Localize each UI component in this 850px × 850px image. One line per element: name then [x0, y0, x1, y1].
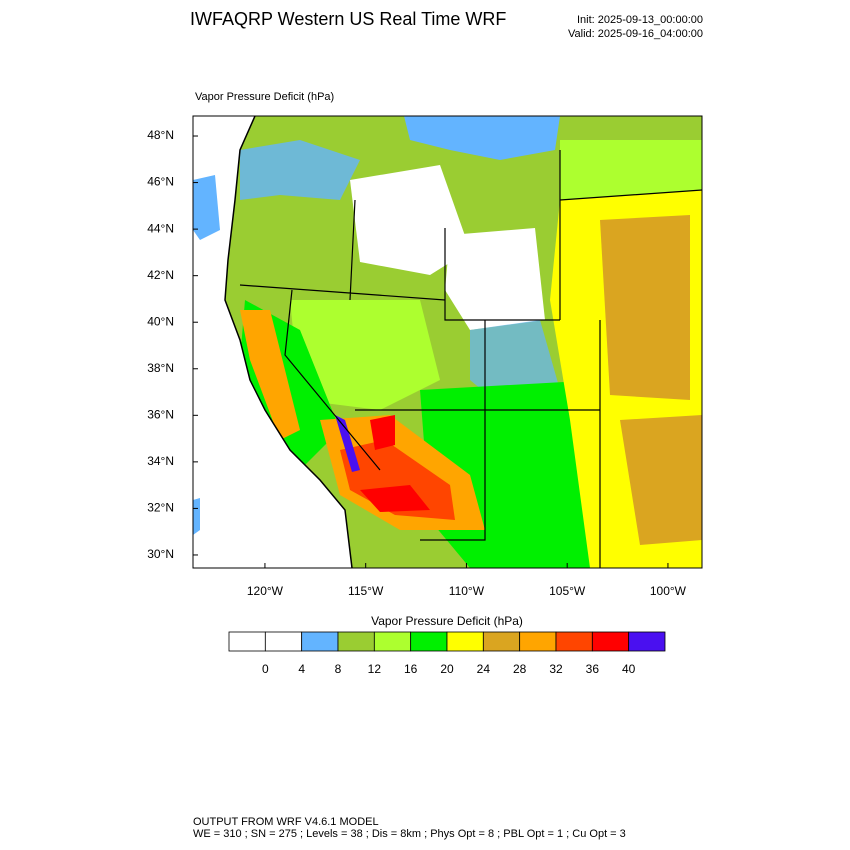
map-frame: [192, 115, 703, 569]
colorbar-box: [482, 631, 521, 652]
y-tick-label: 30°N: [147, 547, 174, 561]
colorbar-label: 32: [549, 662, 563, 676]
colorbar-label: 8: [335, 662, 342, 676]
colorbar-label: 16: [404, 662, 418, 676]
y-tick-label: 42°N: [147, 268, 174, 282]
colorbar-box: [228, 631, 266, 652]
y-tick-label: 44°N: [147, 221, 174, 235]
colorbar-label: 40: [622, 662, 636, 676]
colorbar-box: [446, 631, 484, 652]
footer-line: WE = 310 ; SN = 275 ; Levels = 38 ; Dis …: [193, 828, 626, 840]
map-axes: 120°W 115°W 110°W 105°W 100°W 30°N 32°N 34°N 36°…: [147, 128, 687, 598]
x-tick-label: 105°W: [549, 584, 586, 598]
colorbar-label: 4: [298, 662, 305, 676]
field-patch: [360, 485, 430, 512]
x-tick-label: 100°W: [650, 584, 687, 598]
field-patch: [620, 415, 702, 545]
field-patch: [445, 228, 545, 330]
x-tick-label: 110°W: [449, 584, 485, 598]
y-tick-label: 46°N: [147, 175, 174, 189]
y-tick-label: 40°N: [147, 314, 174, 328]
colorbar-label: 28: [513, 662, 527, 676]
title: IWFAQRP Western US Real Time WRF: [190, 9, 506, 29]
y-tick-label: 36°N: [147, 407, 174, 421]
valid-time: Valid: 2025-09-16_04:00:00: [568, 28, 703, 40]
field-patch: [404, 116, 560, 160]
colorbar-box: [301, 631, 339, 652]
colorbar-label: 20: [440, 662, 454, 676]
y-tick-label: 48°N: [147, 128, 174, 142]
field-patch: [240, 140, 360, 200]
ocean: [193, 116, 352, 568]
colorbar-box: [264, 631, 303, 652]
colorbar-box: [628, 631, 666, 652]
field-patch: [240, 310, 300, 440]
coastline: [224, 116, 353, 568]
field-patch: [193, 175, 220, 240]
init-time: Init: 2025-09-13_00:00:00: [577, 14, 703, 26]
colorbar-label: 24: [477, 662, 491, 676]
map-title: Vapor Pressure Deficit (hPa): [195, 91, 334, 103]
colorbar-box: [519, 631, 557, 652]
y-tick-label: 34°N: [147, 454, 174, 468]
field-patch: [340, 440, 455, 520]
colorbar-box: [337, 631, 375, 652]
colorbar: 0 4 8 12 16 20 24 28 32 36 40: [228, 631, 666, 676]
y-tick-label: 38°N: [147, 361, 174, 375]
field-patch: [370, 415, 395, 450]
field-patch: [600, 215, 690, 400]
colorbar-box: [410, 631, 448, 652]
colorbar-label: 36: [586, 662, 600, 676]
colorbar-label: 12: [368, 662, 382, 676]
colorbar-box: [373, 631, 412, 652]
colorbar-label: 0: [262, 662, 269, 676]
x-tick-label: 120°W: [247, 584, 284, 598]
vpd-field: [193, 116, 702, 568]
field-patch: [290, 300, 440, 410]
field-patch: [350, 165, 470, 275]
colorbar-box: [555, 631, 593, 652]
x-tick-label: 115°W: [348, 584, 384, 598]
footer-line: OUTPUT FROM WRF V4.6.1 MODEL: [193, 816, 379, 828]
colorbar-box: [591, 631, 630, 652]
state-borders: [239, 150, 702, 568]
field-patch: [193, 498, 200, 535]
field-patch: [335, 415, 360, 472]
y-tick-label: 32°N: [147, 501, 174, 515]
colorbar-title: Vapor Pressure Deficit (hPa): [371, 614, 523, 628]
